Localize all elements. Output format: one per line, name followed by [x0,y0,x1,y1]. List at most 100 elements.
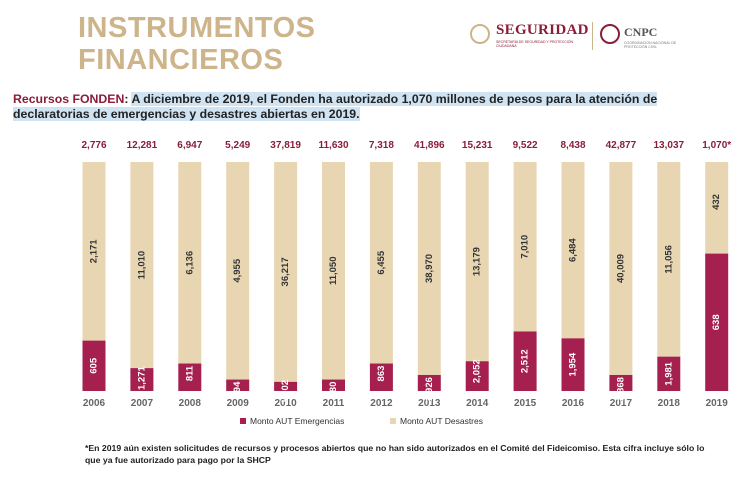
year-label-2016: 2016 [562,398,585,409]
desastres-label-2017: 40,009 [615,254,626,283]
emergencias-label-2013: 2,926 [424,377,435,401]
total-label-2016: 8,438 [560,140,585,151]
legend-item-desastres: Monto AUT Desastres [390,416,483,426]
year-label-2017: 2017 [610,398,633,409]
bar-emergencias-2012 [369,363,393,391]
bar-desastres-2011 [322,162,345,380]
desastres-label-2013: 38,970 [424,254,435,283]
intro-separator: : [124,92,132,106]
bar-emergencias-2017 [609,374,633,391]
total-label-2009: 5,249 [225,140,250,151]
year-label-2007: 2007 [131,398,154,409]
legend-item-emergencias: Monto AUT Emergencias [240,416,344,426]
desastres-label-2008: 6,136 [184,251,195,275]
desastres-label-2016: 6,484 [568,238,579,262]
emergencias-label-2008: 811 [184,365,195,381]
year-label-2019: 2019 [706,398,729,409]
desastres-label-2018: 11,056 [663,245,674,274]
bar-desastres-2012 [369,162,393,364]
logo-divider [592,22,593,50]
bar-desastres-2015 [513,162,537,332]
total-label-2010: 37,819 [270,140,301,151]
emergencias-label-2019: 638 [711,314,722,330]
bar-emergencias-2014 [465,361,489,391]
total-label-2014: 15,231 [462,140,493,151]
bar-emergencias-2007 [130,368,154,391]
desastres-label-2006: 2,171 [89,239,100,263]
legend-swatch-desastres [390,418,396,424]
bar-desastres-2014 [465,162,489,362]
emergencias-label-2016: 1,954 [568,352,579,376]
seguridad-logo: SEGURIDAD [496,22,589,38]
cnpc-seal-icon [600,24,620,44]
desastres-label-2010: 36,217 [280,257,291,286]
bar-desastres-2006 [82,162,106,341]
desastres-label-2011: 11,050 [328,257,339,286]
total-label-2019: 1,070* [702,140,731,151]
year-label-2012: 2012 [370,398,393,409]
coat-of-arms-icon [470,24,490,44]
year-label-2008: 2008 [179,398,202,409]
total-label-2011: 11,630 [318,140,348,151]
total-label-2013: 41,896 [414,140,445,151]
legend-swatch-emergencias [240,418,246,424]
total-label-2018: 13,037 [654,140,685,151]
year-label-2014: 2014 [466,398,489,409]
bar-emergencias-2016 [561,338,585,391]
cnpc-logo-subtitle: COORDINACIÓN NACIONAL DE PROTECCIÓN CIVI… [624,41,677,49]
desastres-label-2015: 7,010 [520,235,531,259]
bar-emergencias-2015 [513,331,537,391]
year-label-2010: 2010 [274,398,297,409]
emergencias-label-2015: 2,512 [520,349,531,373]
bar-emergencias-2009 [226,379,250,391]
legend-label-desastres: Monto AUT Desastres [400,416,483,426]
total-label-2017: 42,877 [606,140,637,151]
stacked-bar-chart: 2,776 2006 2,171 605 12,281 2007 11,010 1,271 6,… [81,140,731,409]
total-label-2015: 9,522 [513,140,538,151]
bar-desastres-2007 [130,162,154,369]
desastres-label-2012: 6,455 [376,250,387,274]
bar-desastres-2010 [274,162,298,382]
emergencias-label-2011: 580 [328,382,339,398]
year-label-2011: 2011 [323,398,345,409]
desastres-label-2009: 4,955 [232,258,243,282]
intro-text: Recursos FONDEN: A diciembre de 2019, el… [13,92,735,122]
desastres-label-2007: 11,010 [136,251,147,280]
legend-label-emergencias: Monto AUT Emergencias [250,416,345,426]
page-title-line-2: FINANCIEROS [78,44,284,76]
total-label-2007: 12,281 [127,140,158,151]
year-label-2018: 2018 [658,398,681,409]
footnote: *En 2019 aún existen solicitudes de recu… [85,443,705,465]
bar-desastres-2017 [609,162,633,375]
bar-emergencias-2010 [274,381,298,391]
bar-emergencias-2006 [82,340,106,391]
seguridad-logo-subtitle: SECRETARÍA DE SEGURIDAD Y PROTECCIÓN CIU… [496,40,574,48]
emergencias-label-2007: 1,271 [136,366,147,390]
bar-emergencias-2013 [417,374,441,391]
bar-emergencias-2019 [705,253,729,391]
year-label-2009: 2009 [227,398,250,409]
emergencias-label-2014: 2,052 [472,359,483,383]
bar-desastres-2018 [657,162,681,357]
total-label-2006: 2,776 [81,140,106,151]
desastres-label-2014: 13,179 [472,247,483,276]
emergencias-label-2018: 1,981 [663,361,674,385]
year-label-2013: 2013 [418,398,441,409]
page-title-line-1: INSTRUMENTOS [78,12,316,44]
desastres-label-2019: 432 [711,194,722,210]
total-label-2012: 7,318 [369,140,394,151]
emergencias-label-2017: 2,868 [615,377,626,401]
bar-emergencias-2011 [322,379,345,391]
bar-desastres-2016 [561,162,585,339]
emergencias-label-2006: 605 [89,357,100,374]
bar-desastres-2013 [417,162,441,375]
bar-desastres-2009 [226,162,250,380]
emergencias-label-2010: 1,602 [280,380,291,404]
bar-desastres-2008 [178,162,202,364]
cnpc-logo: CNPC [624,25,658,39]
total-label-2008: 6,947 [177,140,202,151]
bar-desastres-2019 [705,162,729,254]
bar-emergencias-2008 [178,363,202,391]
year-label-2006: 2006 [83,398,106,409]
page-title: INSTRUMENTOS FINANCIEROS [78,12,315,76]
